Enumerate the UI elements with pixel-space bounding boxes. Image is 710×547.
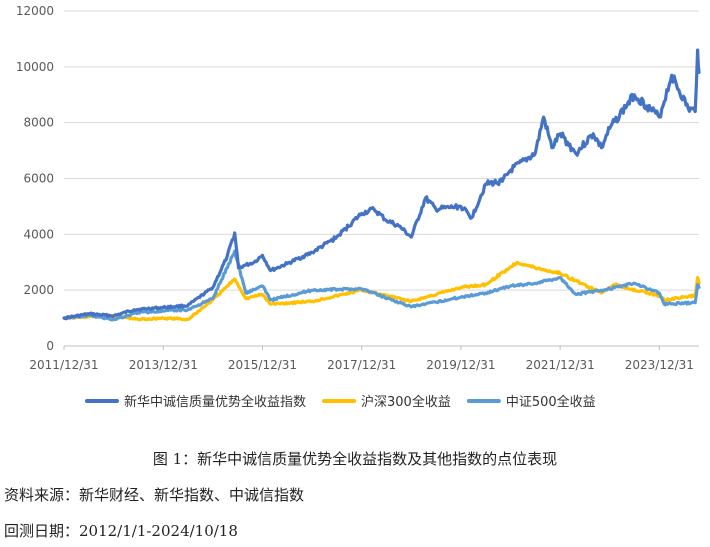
legend-label: 中证500全收益 (506, 394, 596, 410)
y-tick-label: 0 (46, 339, 54, 353)
x-tick-label: 2015/12/31 (228, 358, 297, 372)
gridlines (64, 10, 699, 291)
y-tick-label: 6000 (23, 172, 54, 186)
series-line (62, 48, 701, 321)
y-tick-label: 10000 (16, 60, 54, 74)
x-tick-label: 2023/12/31 (625, 358, 694, 372)
x-tick-label: 2017/12/31 (327, 358, 396, 372)
legend-label: 新华中诚信质量优势全收益指数 (124, 394, 306, 410)
figure-caption: 图 1：新华中诚信质量优势全收益指数及其他指数的点位表现 (152, 450, 558, 468)
y-tick-label: 4000 (23, 227, 54, 241)
legend-label: 沪深300全收益 (361, 394, 451, 410)
series-lines (62, 48, 701, 322)
series-line (62, 249, 701, 322)
x-tick-label: 2013/12/31 (129, 358, 198, 372)
x-tick-label: 2021/12/31 (526, 358, 595, 372)
y-tick-label: 8000 (23, 116, 54, 130)
backtest-period-note: 回测日期：2012/1/1-2024/10/18 (4, 522, 238, 540)
source-note: 资料来源：新华财经、新华指数、中诚信指数 (4, 486, 305, 504)
legend: 新华中诚信质量优势全收益指数 沪深300全收益 中证500全收益 (85, 394, 596, 410)
x-axis-ticks: 2011/12/31 2013/12/31 2015/12/31 2017/12/31… (29, 346, 694, 372)
x-tick-label: 2019/12/31 (426, 358, 495, 372)
x-tick-label: 2011/12/31 (29, 358, 98, 372)
y-tick-label: 2000 (23, 283, 54, 297)
y-axis-ticks: 0 2000 4000 6000 8000 10000 12000 (16, 4, 54, 353)
y-tick-label: 12000 (16, 4, 54, 18)
